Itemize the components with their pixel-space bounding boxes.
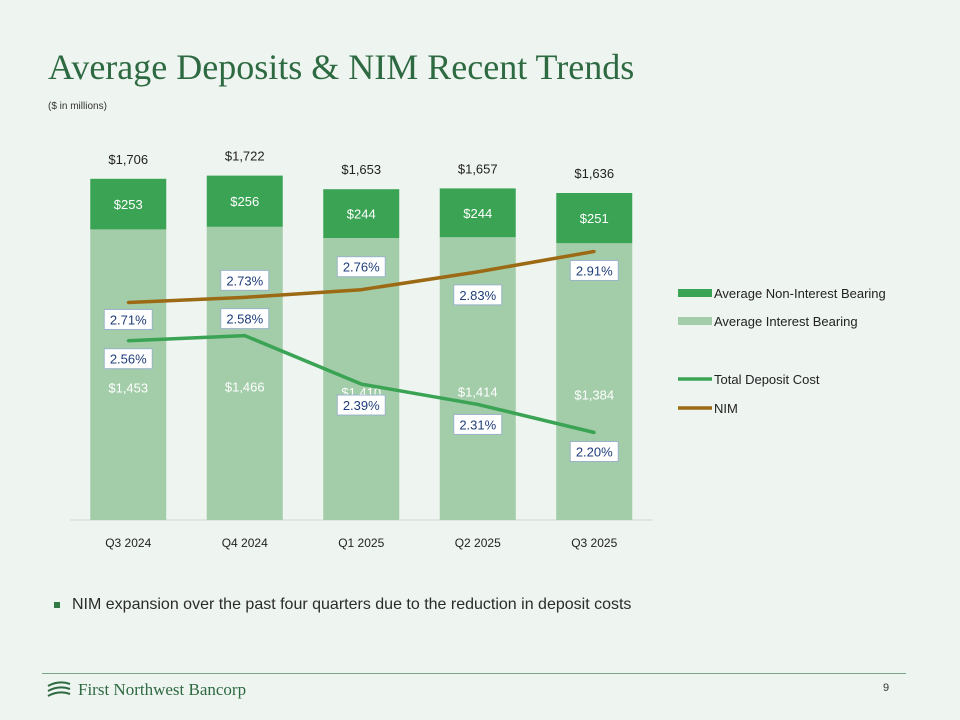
label-interest-bearing-0: $1,453 <box>108 381 148 396</box>
deposit-cost-label-box-3 <box>453 413 503 435</box>
nim-point-0 <box>126 300 130 304</box>
deposit-cost-point-0 <box>126 339 130 343</box>
page-number: 9 <box>883 682 890 694</box>
label-total-4: $1,636 <box>574 166 614 181</box>
label-interest-bearing-4: $1,384 <box>574 388 614 403</box>
nim-label-box-4 <box>569 259 619 281</box>
label-total-1: $1,722 <box>225 149 265 164</box>
label-interest-bearing-3: $1,414 <box>458 385 498 400</box>
bar-non-interest-bearing-0 <box>90 178 167 230</box>
deposit-cost-point-2 <box>359 382 363 386</box>
company-name: First Northwest Bancorp <box>78 680 247 699</box>
bar-interest-bearing-4 <box>556 243 633 520</box>
legend-label-2: Total Deposit Cost <box>714 372 820 387</box>
deposit-cost-label-box-2 <box>336 394 386 416</box>
deposit-cost-point-3 <box>476 402 480 406</box>
deposit-cost-label-2: 2.39% <box>343 398 380 413</box>
nim-label-box-2 <box>336 256 386 278</box>
bar-non-interest-bearing-1 <box>206 175 283 227</box>
legend-label-0: Average Non-Interest Bearing <box>714 286 886 301</box>
bar-non-interest-bearing-2 <box>323 189 400 238</box>
label-interest-bearing-1: $1,466 <box>225 379 265 394</box>
label-total-3: $1,657 <box>458 161 498 176</box>
bar-non-interest-bearing-4 <box>556 193 633 244</box>
category-label-3: Q2 2025 <box>455 536 501 550</box>
nim-label-4: 2.91% <box>576 263 613 278</box>
deposit-cost-label-box-4 <box>569 441 619 462</box>
nim-point-1 <box>243 295 247 299</box>
category-label-0: Q3 2024 <box>105 536 151 550</box>
bullet-text: NIM expansion over the past four quarter… <box>72 596 632 613</box>
company-logo: First Northwest Bancorp <box>46 680 246 700</box>
label-non-interest-bearing-0: $253 <box>114 197 143 212</box>
logo-mark-icon <box>47 681 71 697</box>
category-label-2: Q1 2025 <box>338 536 384 550</box>
label-non-interest-bearing-4: $251 <box>580 211 609 226</box>
deposits-nim-chart: $253 $1,453 $1,706 Q3 2024 $256 $1,466 $1,722 Q… <box>70 149 886 550</box>
deposit-cost-label-0: 2.56% <box>110 352 147 367</box>
deposit-cost-label-4: 2.20% <box>576 445 613 460</box>
footer-divider <box>42 673 906 674</box>
slide-title: Average Deposits & NIM Recent Trends <box>48 47 635 87</box>
legend-swatch-1 <box>678 317 712 325</box>
deposit-cost-label-3: 2.31% <box>459 417 496 432</box>
legend-label-1: Average Interest Bearing <box>714 314 858 329</box>
bullet-point: NIM expansion over the past four quarter… <box>54 596 631 614</box>
slide-subtitle: ($ in millions) <box>48 101 107 112</box>
nim-label-box-3 <box>453 284 503 306</box>
bullet-marker <box>54 602 60 608</box>
deposit-cost-point-4 <box>592 431 596 434</box>
category-label-4: Q3 2025 <box>571 536 617 550</box>
nim-label-0: 2.71% <box>110 312 147 327</box>
bar-non-interest-bearing-3 <box>439 188 516 238</box>
bar-interest-bearing-2 <box>323 238 400 520</box>
deposit-cost-label-box-1 <box>220 308 270 330</box>
nim-label-box-0 <box>103 308 153 330</box>
label-non-interest-bearing-2: $244 <box>347 207 376 222</box>
label-total-2: $1,653 <box>341 162 381 177</box>
label-non-interest-bearing-1: $256 <box>230 194 259 209</box>
legend-label-3: NIM <box>714 401 738 416</box>
nim-point-2 <box>359 288 363 292</box>
label-total-0: $1,706 <box>108 152 148 167</box>
bar-interest-bearing-0 <box>90 229 167 520</box>
nim-label-box-1 <box>220 269 270 291</box>
deposit-cost-point-1 <box>243 334 247 338</box>
nim-label-3: 2.83% <box>459 288 496 303</box>
category-label-1: Q4 2024 <box>222 536 268 550</box>
nim-point-4 <box>592 249 596 253</box>
nim-label-2: 2.76% <box>343 260 380 275</box>
nim-label-1: 2.73% <box>226 273 263 288</box>
deposit-cost-label-1: 2.58% <box>226 312 263 327</box>
nim-point-3 <box>476 270 480 274</box>
label-non-interest-bearing-3: $244 <box>463 206 492 221</box>
legend-swatch-0 <box>678 289 712 297</box>
bar-interest-bearing-3 <box>439 237 516 520</box>
deposit-cost-label-box-0 <box>103 348 153 370</box>
